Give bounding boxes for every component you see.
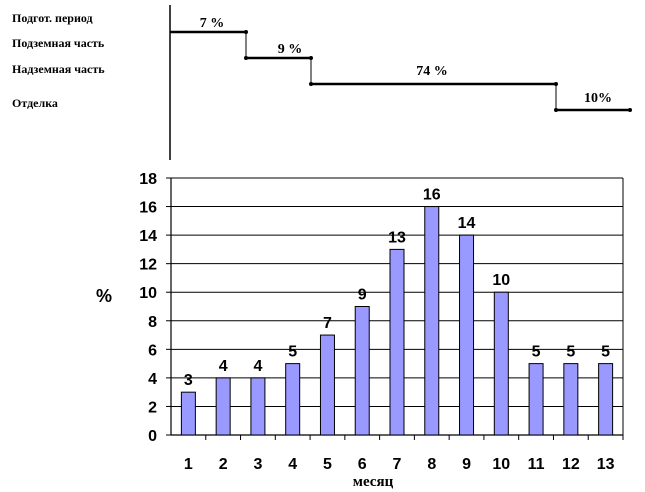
x-tick-label: 6	[358, 456, 367, 473]
x-tick-label: 13	[597, 456, 615, 473]
bar	[319, 334, 335, 436]
bar	[180, 391, 196, 436]
phase-percent-prep: 7 %	[200, 16, 225, 31]
phase-label-underground: Подземная часть	[12, 36, 105, 50]
bar	[598, 363, 614, 436]
x-tick-label: 1	[184, 456, 193, 473]
x-tick-labels: 1 2 3 4 5 6 7 8 9 10 11 12 13	[184, 456, 615, 473]
x-tick-label: 7	[393, 456, 402, 473]
phase-percent-underground: 9 %	[278, 42, 303, 57]
data-label: 5	[532, 344, 541, 361]
data-label: 5	[566, 344, 575, 361]
bar	[250, 377, 266, 436]
y-tick-label: 12	[139, 257, 157, 274]
bar	[493, 291, 509, 436]
bar-series	[180, 206, 614, 436]
data-labels: 3 4 4 5 7 9 13 16 14 10 5 5 5	[184, 187, 610, 390]
phase-percent-finishing: 10%	[584, 91, 612, 106]
data-label: 3	[184, 372, 193, 389]
data-label: 16	[423, 187, 441, 204]
bar	[354, 306, 370, 436]
x-tick-label: 4	[288, 456, 297, 473]
x-axis-label: месяц	[353, 474, 394, 490]
y-tick-label: 14	[139, 228, 157, 245]
phase-label-finishing: Отделка	[12, 96, 58, 110]
y-tick-label: 0	[148, 428, 157, 445]
data-label: 4	[219, 358, 228, 375]
x-tick-label: 8	[427, 456, 436, 473]
data-label: 14	[458, 215, 476, 232]
y-tick-label: 16	[139, 200, 157, 217]
y-tick-label: 8	[148, 314, 157, 331]
y-tick-label: 6	[148, 342, 157, 359]
data-label: 4	[253, 358, 262, 375]
x-tick-label: 9	[462, 456, 471, 473]
phase-label-prep: Подгот. период	[12, 11, 93, 25]
phase-start-dot-finishing	[554, 108, 558, 112]
x-tick-label: 3	[253, 456, 262, 473]
x-tick-label: 10	[492, 456, 510, 473]
phase-start-dot-underground	[244, 56, 248, 60]
bar	[285, 363, 301, 436]
data-label: 5	[601, 344, 610, 361]
phase-percent-aboveground: 74 %	[416, 64, 448, 79]
y-axis-label: %	[96, 286, 112, 306]
bar	[389, 248, 405, 436]
bar	[528, 363, 544, 436]
x-tick-label: 5	[323, 456, 332, 473]
x-tick-label: 12	[562, 456, 580, 473]
data-label: 10	[492, 272, 510, 289]
y-tick-label: 2	[148, 399, 157, 416]
bar	[459, 234, 475, 436]
phase-label-aboveground: Надземная часть	[12, 62, 105, 76]
data-label: 9	[358, 287, 367, 304]
bar	[563, 363, 579, 436]
y-tick-label: 18	[139, 171, 157, 188]
x-tick-label: 11	[528, 456, 545, 473]
y-tick-label: 4	[148, 371, 157, 388]
construction-schedule: Подгот. период Подземная часть Надземная…	[12, 5, 632, 160]
phase-start-dot-aboveground	[309, 82, 313, 86]
data-label: 5	[288, 344, 297, 361]
data-label: 7	[323, 315, 332, 332]
y-tick-label: 10	[139, 285, 157, 302]
phase-end-dot-finishing	[628, 108, 632, 112]
y-tick-labels: 0 2 4 6 8 10 12 14 16 18	[139, 171, 157, 445]
bar	[215, 377, 231, 436]
data-label: 13	[388, 229, 406, 246]
x-tick-label: 2	[219, 456, 228, 473]
bar	[424, 206, 440, 436]
